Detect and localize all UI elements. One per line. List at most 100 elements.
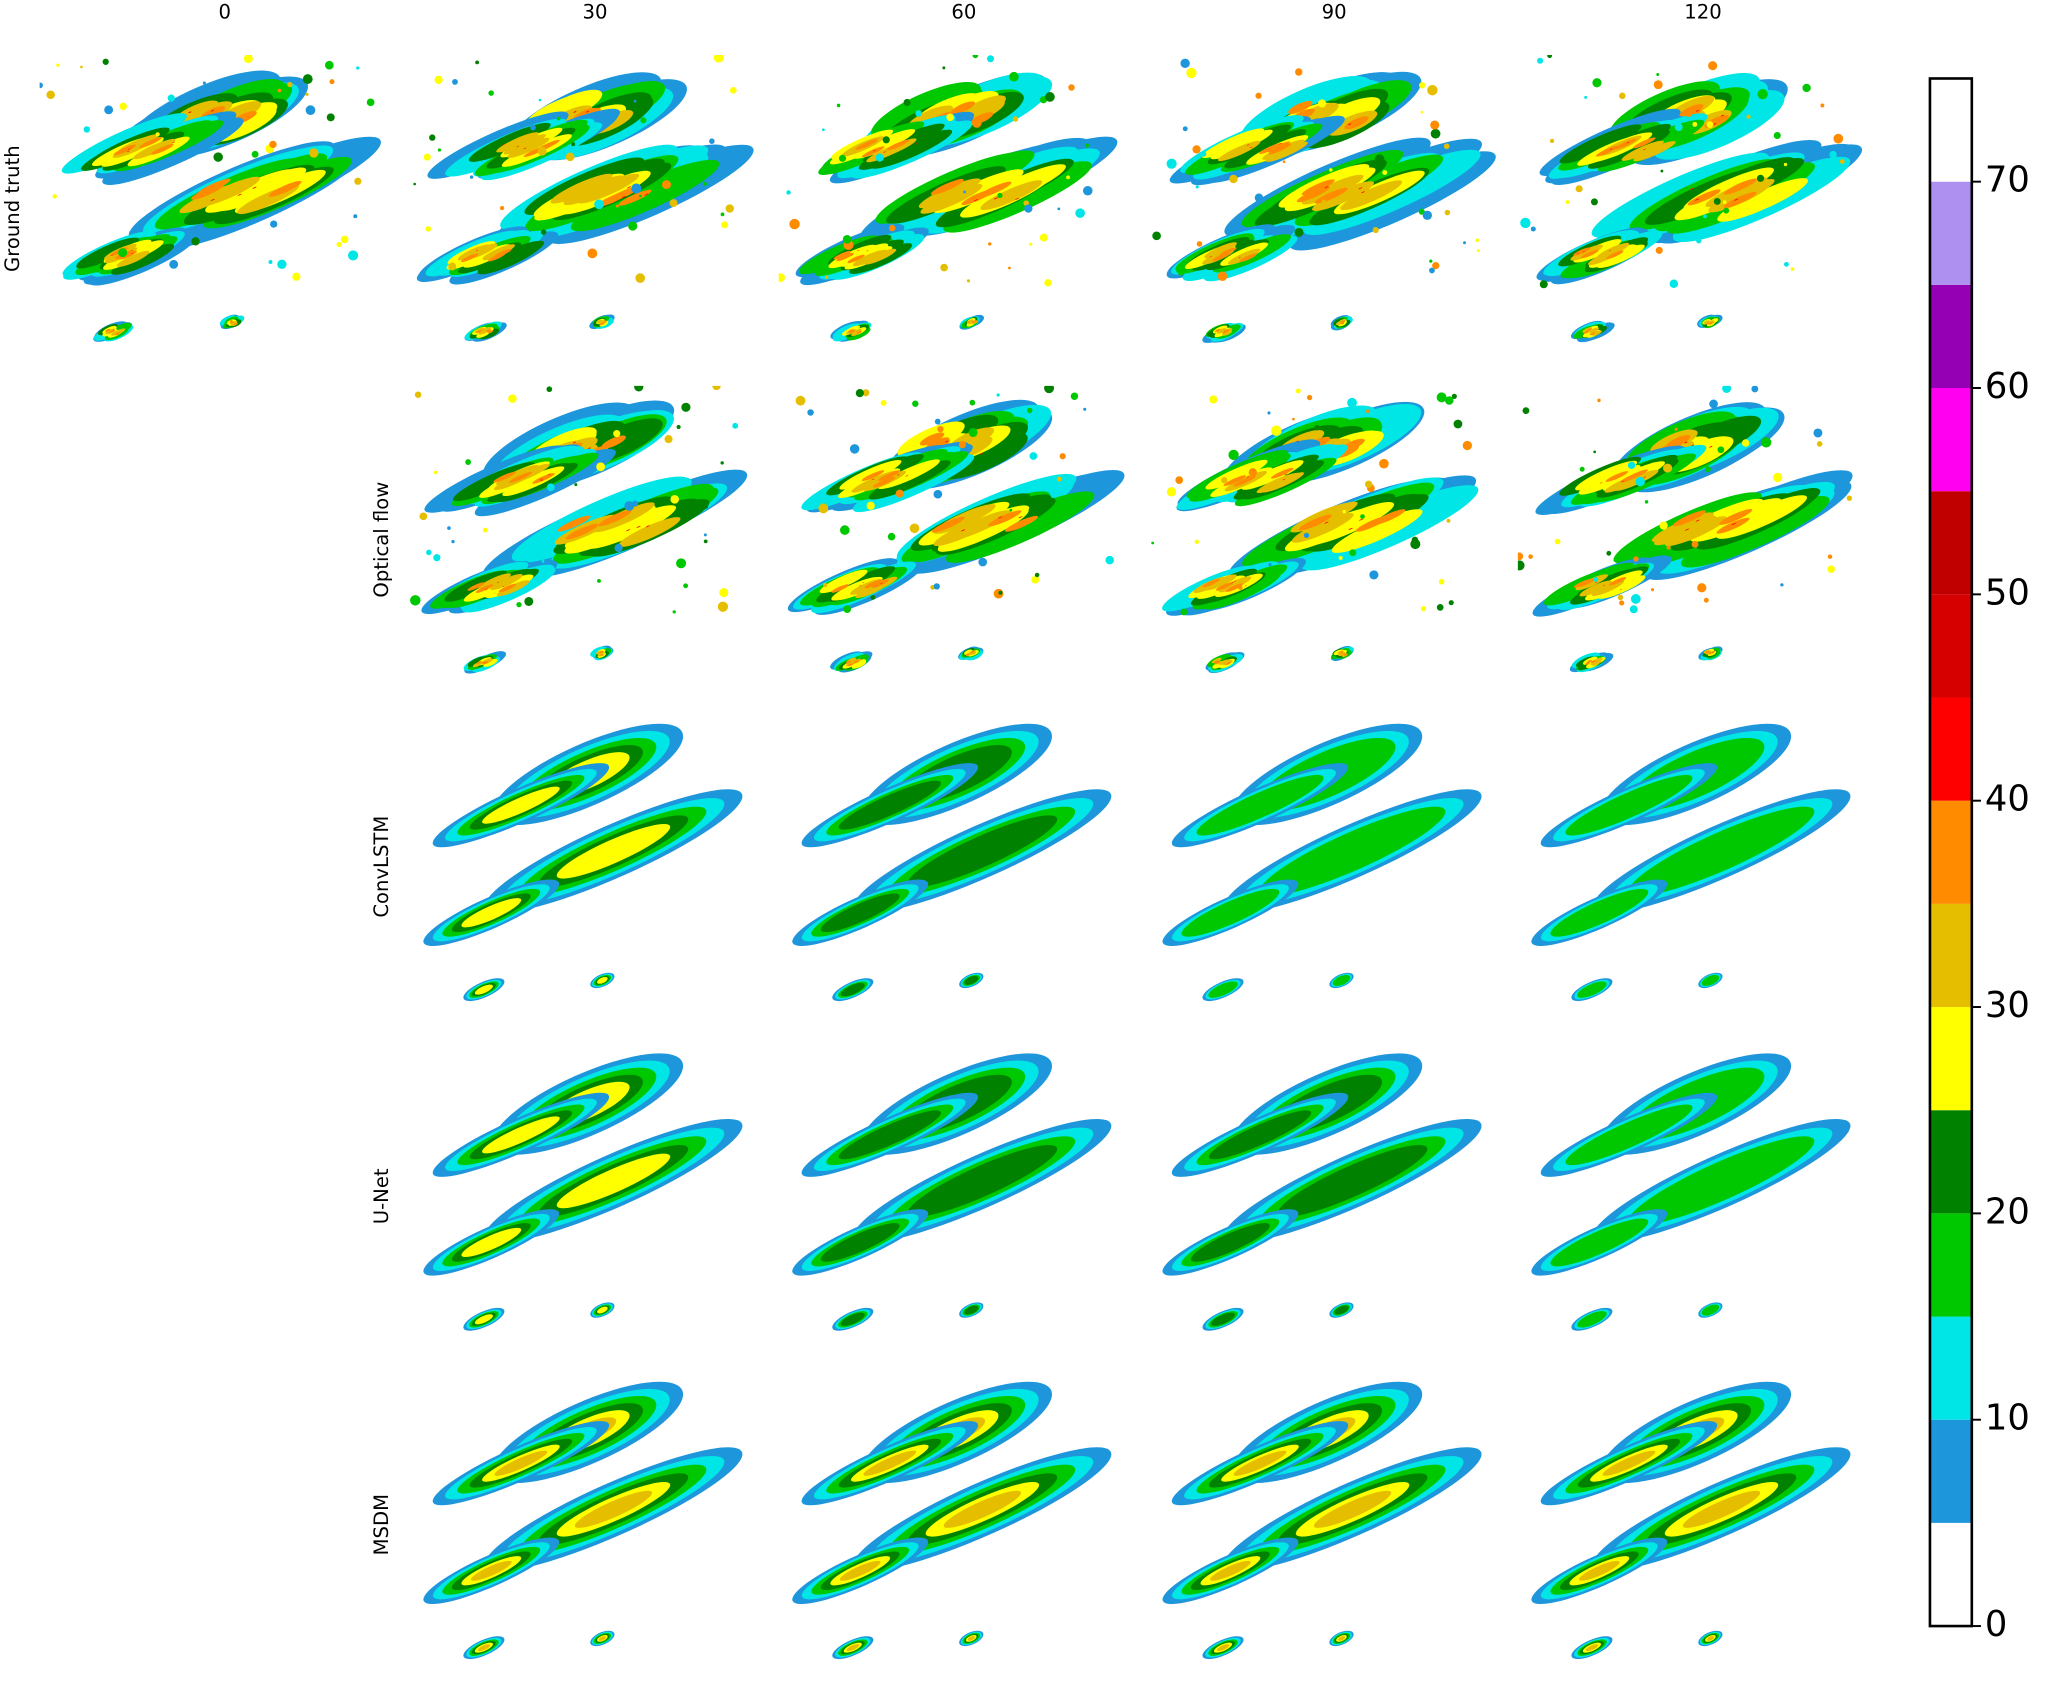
- speckle: [838, 154, 847, 162]
- echo: [586, 110, 590, 113]
- speckle: [946, 113, 955, 122]
- speckle: [1192, 145, 1201, 154]
- echo: [1596, 244, 1645, 268]
- echo: [111, 330, 121, 336]
- echo: [109, 329, 115, 333]
- echo: [113, 144, 137, 156]
- echo: [523, 147, 527, 150]
- speckle: [1306, 394, 1313, 401]
- echo: [1208, 981, 1238, 998]
- speckle: [1462, 440, 1472, 451]
- colorbar-bin: [1929, 1110, 1972, 1214]
- echo: [550, 173, 613, 204]
- speckle: [940, 263, 948, 272]
- speckle: [309, 148, 319, 158]
- echo: [1268, 143, 1292, 155]
- echo: [1701, 1304, 1720, 1316]
- speckle: [336, 241, 342, 248]
- speckle: [996, 393, 1000, 397]
- echo: [820, 1223, 900, 1262]
- colorbar-frame: [1928, 77, 1974, 1628]
- echo: [1301, 174, 1364, 205]
- speckle: [508, 394, 517, 403]
- echo: [197, 178, 231, 195]
- speckle: [1565, 200, 1570, 205]
- speckle: [969, 399, 976, 406]
- echo: [930, 179, 964, 195]
- speckle: [1790, 267, 1795, 272]
- speckle: [1083, 407, 1087, 411]
- speckle: [866, 501, 875, 510]
- speckle: [305, 92, 309, 96]
- echo: [1608, 577, 1627, 586]
- speckle: [823, 583, 828, 588]
- speckle: [1372, 227, 1379, 234]
- speckle: [1217, 271, 1228, 282]
- echo: [1565, 1104, 1693, 1166]
- speckle: [1180, 58, 1190, 69]
- echo: [1598, 661, 1599, 663]
- speckle: [849, 444, 860, 454]
- tick-label: 10: [1985, 1398, 2030, 1439]
- speckle: [632, 500, 639, 507]
- echo: [1211, 657, 1222, 664]
- speckle: [1537, 57, 1544, 64]
- speckle: [448, 262, 457, 271]
- echo: [961, 529, 966, 532]
- echo: [565, 523, 599, 540]
- speckle: [1238, 585, 1243, 590]
- echo: [574, 1490, 653, 1528]
- row-label: Optical flow: [370, 482, 393, 598]
- echo: [840, 982, 865, 997]
- speckle: [1436, 604, 1444, 611]
- speckle: [1756, 174, 1765, 182]
- speckle: [1723, 207, 1730, 214]
- echo: [1288, 100, 1313, 114]
- echo: [461, 1227, 522, 1258]
- speckle: [1590, 198, 1598, 206]
- echo: [488, 252, 506, 262]
- colorbar-bin: [1929, 1419, 1972, 1523]
- echo: [1225, 583, 1244, 592]
- echo: [487, 330, 494, 334]
- echo: [833, 250, 852, 260]
- echo: [914, 143, 918, 145]
- echo: [540, 479, 544, 482]
- speckle: [1741, 439, 1750, 447]
- echo: [1713, 123, 1717, 125]
- speckle: [1746, 114, 1751, 119]
- speckle: [1432, 262, 1440, 270]
- echo: [1223, 331, 1225, 332]
- speckle: [889, 224, 896, 232]
- echo: [636, 525, 641, 528]
- echo: [1583, 330, 1590, 334]
- speckle: [167, 94, 175, 102]
- speckle: [1653, 80, 1663, 90]
- echo: [980, 180, 1043, 211]
- speckle: [1644, 500, 1649, 504]
- speckle: [268, 259, 273, 264]
- speckle: [488, 90, 494, 96]
- echo: [461, 253, 479, 263]
- speckle: [972, 54, 979, 59]
- echo: [1233, 475, 1256, 487]
- speckle: [725, 204, 734, 213]
- echo: [1233, 1450, 1287, 1476]
- echo: [1259, 806, 1446, 896]
- echo: [1216, 664, 1218, 665]
- echo: [1314, 187, 1348, 204]
- echo: [856, 330, 862, 334]
- echo: [1591, 330, 1602, 336]
- echo: [1224, 329, 1230, 333]
- echo: [907, 1144, 1058, 1217]
- speckle: [1692, 121, 1698, 127]
- echo: [1340, 180, 1403, 211]
- speckle: [1575, 185, 1583, 193]
- speckle: [1659, 521, 1668, 530]
- speckle: [1037, 498, 1048, 509]
- echo: [1217, 140, 1261, 162]
- speckle: [433, 470, 438, 475]
- speckle: [1410, 539, 1421, 550]
- echo: [1626, 141, 1630, 144]
- speckle: [540, 229, 547, 235]
